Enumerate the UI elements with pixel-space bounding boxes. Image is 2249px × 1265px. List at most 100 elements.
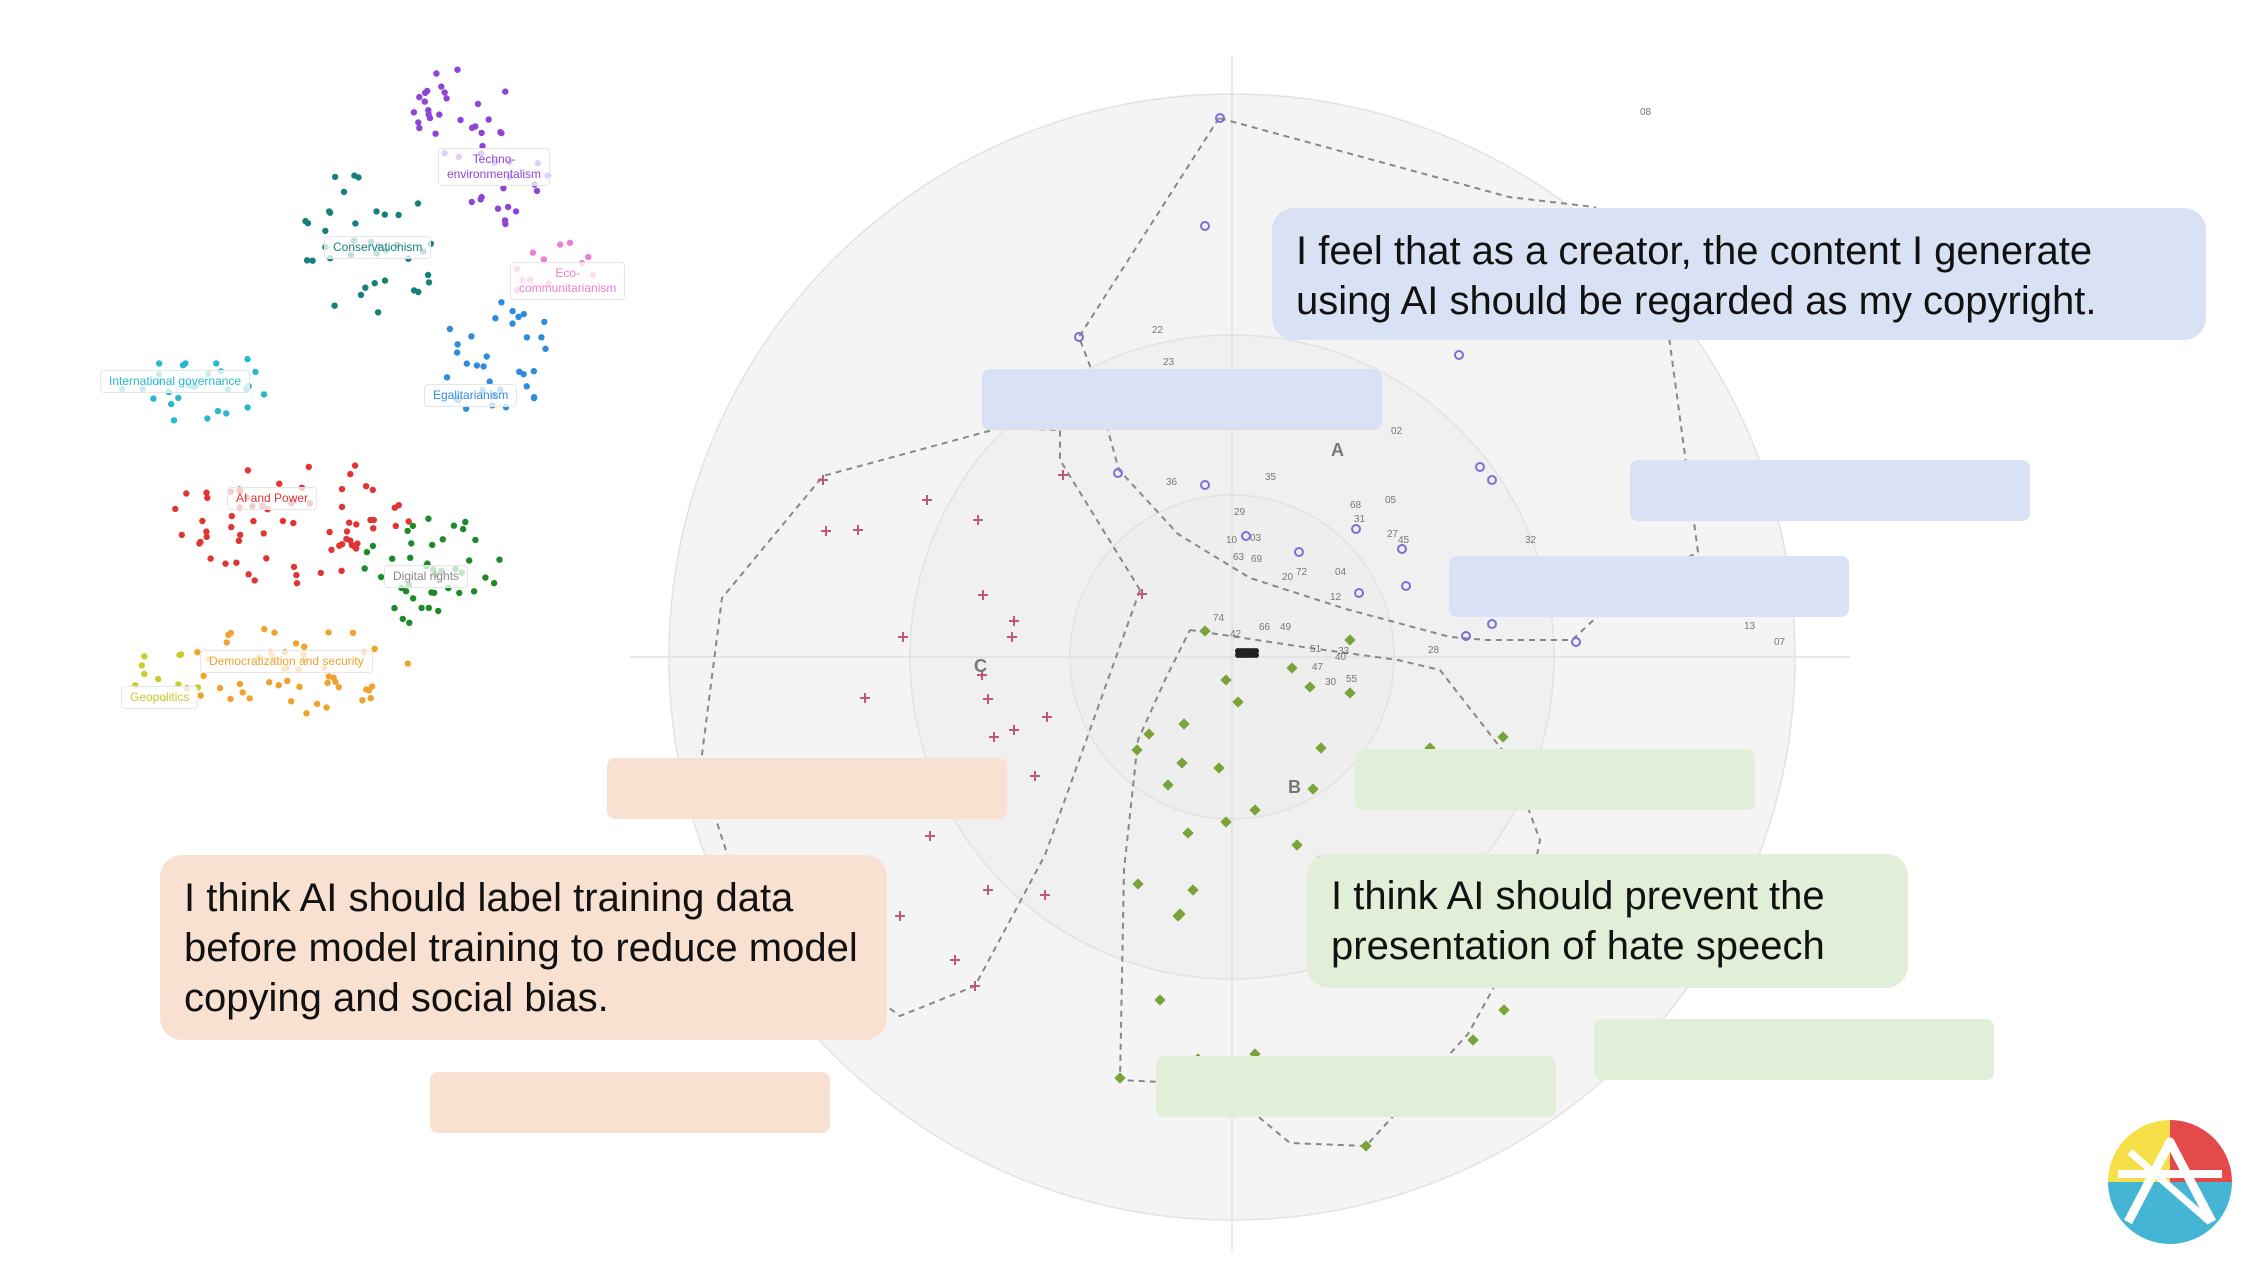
topic-point-red — [222, 560, 229, 567]
topic-label: Conservationism — [324, 236, 432, 259]
topic-point-green — [389, 555, 396, 562]
point-number-label: 32 — [1525, 535, 1537, 546]
topic-point-red — [293, 580, 301, 587]
topic-label: AI and Power — [227, 487, 318, 510]
topic-point-red — [204, 494, 211, 502]
topic-point-green — [361, 565, 368, 572]
point-group-a — [1454, 350, 1464, 360]
point-number-label: 66 — [1259, 622, 1271, 633]
cluster-label-a: A — [1331, 440, 1344, 460]
topic-point-red — [392, 522, 399, 530]
topic-point-blue — [453, 349, 461, 356]
topic-point-orange — [266, 679, 273, 686]
topic-point-orange — [371, 645, 378, 652]
topic-point-orange — [335, 684, 342, 691]
topic-point-red — [237, 531, 244, 539]
topic-point-orange — [236, 680, 244, 688]
point-number-label: 13 — [1744, 621, 1756, 632]
topic-point-red — [279, 517, 287, 525]
topic-point-green — [377, 573, 385, 581]
point-number-label: 28 — [1428, 645, 1440, 656]
point-number-label: 05 — [1385, 495, 1397, 506]
topic-point-blue — [473, 362, 481, 369]
placeholder-bar-green-1 — [1355, 749, 1755, 810]
topic-point-orange — [359, 697, 366, 704]
topic-point-green — [456, 589, 463, 597]
topic-point-cyan — [244, 355, 251, 363]
placeholder-bar-peach-2 — [430, 1072, 830, 1133]
topic-point-cyan — [213, 360, 220, 367]
topic-point-red — [245, 571, 252, 578]
point-number-label: 36 — [1166, 477, 1178, 488]
topic-point-cyan — [156, 360, 163, 367]
point-number-labels: 08 22 23 02 36 35 05 68 29 31 27 10 03 45 32 63 69 72 04 20… — [1152, 107, 1786, 688]
topic-point-teal — [303, 257, 311, 264]
topic-point-blue — [462, 405, 470, 412]
topic-point-orange — [404, 660, 411, 667]
topic-point-blue — [520, 310, 527, 318]
topic-point-purple — [502, 220, 509, 228]
topic-point-blue — [480, 363, 487, 370]
topic-point-green — [459, 525, 467, 533]
topic-point-purple — [478, 193, 485, 201]
topic-point-teal — [395, 211, 402, 219]
point-number-label: 29 — [1234, 507, 1246, 518]
topic-point-red — [251, 577, 258, 584]
topic-point-blue — [468, 333, 475, 340]
topic-point-teal — [425, 279, 433, 286]
topic-point-purple — [432, 130, 439, 137]
topic-point-red — [293, 571, 300, 579]
topic-point-green — [472, 536, 479, 544]
topic-point-orange — [313, 700, 321, 708]
topic-point-red — [290, 563, 298, 571]
point-number-label: 33 — [1338, 646, 1350, 657]
topic-point-purple — [498, 129, 505, 137]
topic-point-orange — [292, 640, 300, 647]
point-group-c — [977, 670, 987, 680]
topic-point-purple — [410, 109, 418, 116]
topic-point-teal — [374, 309, 382, 316]
topic-point-blue — [530, 394, 538, 401]
topic-point-cyan — [150, 395, 157, 402]
topic-point-green — [391, 604, 398, 612]
point-number-label: 63 — [1233, 552, 1245, 563]
point-number-label: 10 — [1226, 535, 1238, 546]
point-number-label: 68 — [1350, 500, 1362, 511]
point-group-b — [1199, 625, 1211, 637]
topic-point-purple — [474, 100, 482, 108]
topic-point-blue — [509, 320, 516, 327]
topic-point-green — [450, 522, 458, 529]
placeholder-bar-blue-1 — [982, 369, 1382, 430]
topic-point-red — [228, 523, 235, 531]
topic-point-purple — [478, 129, 485, 137]
point-group-b — [1307, 783, 1319, 795]
topic-point-purple — [415, 119, 422, 126]
point-number-label: 12 — [1330, 592, 1342, 603]
point-center — [1253, 652, 1259, 658]
topic-point-cyan — [170, 417, 178, 424]
topic-point-yellow — [155, 675, 162, 683]
topic-point-green — [466, 557, 473, 564]
point-group-b — [1143, 728, 1155, 740]
point-group-b — [1154, 994, 1166, 1006]
point-group-c — [1040, 890, 1050, 900]
point-group-c — [973, 515, 983, 525]
topic-point-red — [263, 555, 270, 562]
topic-point-purple — [425, 111, 432, 118]
point-number-label: 04 — [1335, 567, 1347, 578]
topic-point-orange — [324, 679, 331, 686]
topic-point-purple — [485, 116, 492, 123]
topic-point-red — [250, 517, 257, 525]
topic-point-purple — [504, 203, 512, 211]
topic-point-purple — [457, 116, 464, 124]
point-group-a — [1215, 113, 1225, 123]
topic-point-blue — [530, 368, 537, 375]
topic-point-red — [276, 480, 283, 487]
point-group-c — [860, 693, 870, 703]
point-number-label: 55 — [1346, 674, 1358, 685]
topic-point-red — [326, 528, 333, 536]
topic-point-purple — [479, 142, 486, 150]
topic-point-orange — [284, 677, 291, 684]
topic-point-orange — [296, 683, 303, 690]
